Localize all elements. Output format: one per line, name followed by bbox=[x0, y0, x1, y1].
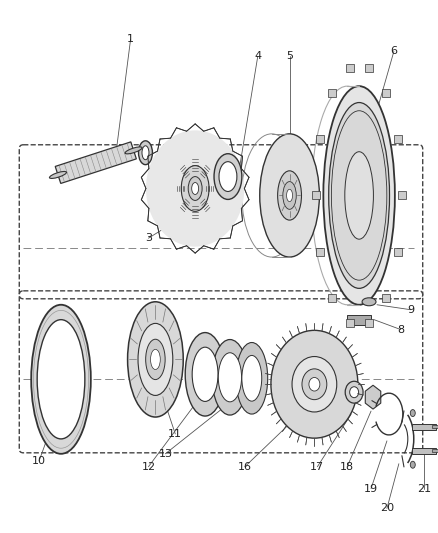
Ellipse shape bbox=[181, 166, 208, 212]
Ellipse shape bbox=[127, 302, 183, 417]
FancyBboxPatch shape bbox=[393, 248, 401, 256]
Text: 10: 10 bbox=[32, 456, 46, 466]
Ellipse shape bbox=[214, 154, 241, 199]
FancyBboxPatch shape bbox=[311, 191, 319, 199]
Ellipse shape bbox=[286, 189, 292, 201]
Ellipse shape bbox=[37, 320, 85, 439]
Ellipse shape bbox=[150, 349, 160, 369]
Ellipse shape bbox=[328, 102, 389, 288]
Ellipse shape bbox=[410, 461, 414, 468]
Ellipse shape bbox=[282, 182, 296, 209]
FancyBboxPatch shape bbox=[316, 248, 324, 256]
Bar bbox=[431, 449, 438, 453]
Ellipse shape bbox=[49, 172, 67, 179]
Text: 4: 4 bbox=[254, 51, 261, 61]
FancyBboxPatch shape bbox=[316, 134, 324, 142]
FancyBboxPatch shape bbox=[381, 294, 389, 302]
Ellipse shape bbox=[259, 134, 318, 257]
Ellipse shape bbox=[125, 147, 142, 154]
Text: 6: 6 bbox=[389, 46, 396, 56]
FancyBboxPatch shape bbox=[364, 319, 372, 327]
FancyBboxPatch shape bbox=[345, 63, 353, 71]
FancyBboxPatch shape bbox=[328, 294, 336, 302]
Ellipse shape bbox=[31, 305, 91, 454]
FancyBboxPatch shape bbox=[381, 89, 389, 97]
Ellipse shape bbox=[218, 353, 241, 402]
Text: 5: 5 bbox=[286, 51, 293, 61]
Ellipse shape bbox=[188, 176, 201, 200]
Text: 18: 18 bbox=[339, 462, 353, 472]
Ellipse shape bbox=[191, 182, 198, 195]
Ellipse shape bbox=[212, 340, 247, 415]
FancyBboxPatch shape bbox=[345, 319, 353, 327]
Bar bbox=[431, 425, 438, 429]
Polygon shape bbox=[55, 142, 136, 183]
Text: 17: 17 bbox=[310, 462, 324, 472]
Ellipse shape bbox=[241, 356, 261, 401]
Bar bbox=[411, 424, 434, 430]
Ellipse shape bbox=[138, 141, 152, 165]
Ellipse shape bbox=[344, 152, 373, 239]
Text: 9: 9 bbox=[406, 305, 413, 314]
Text: 1: 1 bbox=[127, 35, 134, 44]
Text: 12: 12 bbox=[141, 462, 155, 472]
Ellipse shape bbox=[361, 298, 375, 306]
Text: 19: 19 bbox=[363, 483, 377, 494]
Ellipse shape bbox=[192, 347, 218, 401]
Ellipse shape bbox=[349, 387, 358, 398]
Ellipse shape bbox=[146, 131, 244, 247]
Ellipse shape bbox=[291, 357, 336, 412]
Bar bbox=[346, 314, 370, 325]
Ellipse shape bbox=[344, 381, 362, 403]
FancyBboxPatch shape bbox=[328, 89, 336, 97]
Ellipse shape bbox=[308, 377, 319, 391]
Text: 11: 11 bbox=[168, 429, 182, 439]
Ellipse shape bbox=[277, 171, 301, 220]
Polygon shape bbox=[364, 385, 380, 409]
Text: 16: 16 bbox=[237, 462, 251, 472]
Text: 20: 20 bbox=[379, 504, 393, 513]
Ellipse shape bbox=[141, 146, 148, 160]
Ellipse shape bbox=[145, 339, 165, 379]
Ellipse shape bbox=[138, 324, 173, 395]
FancyBboxPatch shape bbox=[393, 134, 401, 142]
Text: 3: 3 bbox=[145, 233, 152, 243]
FancyBboxPatch shape bbox=[364, 63, 372, 71]
Ellipse shape bbox=[301, 369, 326, 400]
Text: 13: 13 bbox=[158, 449, 172, 459]
Ellipse shape bbox=[185, 333, 224, 416]
Ellipse shape bbox=[219, 161, 237, 191]
Ellipse shape bbox=[323, 86, 394, 305]
Ellipse shape bbox=[410, 409, 414, 417]
Text: 21: 21 bbox=[416, 483, 430, 494]
FancyBboxPatch shape bbox=[397, 191, 405, 199]
Bar bbox=[411, 448, 434, 454]
Ellipse shape bbox=[270, 330, 357, 438]
Text: 8: 8 bbox=[396, 325, 403, 335]
Ellipse shape bbox=[235, 343, 267, 414]
